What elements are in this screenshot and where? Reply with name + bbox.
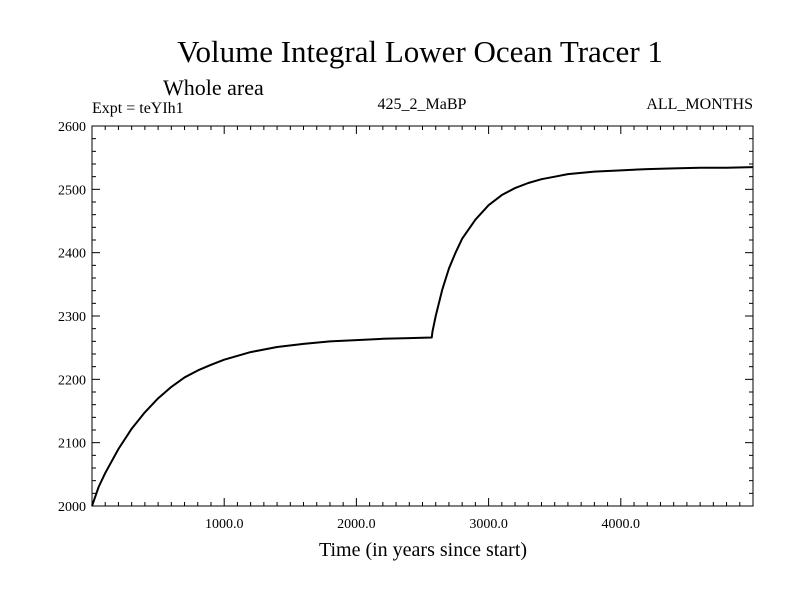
y-tick-label: 2000 <box>58 500 86 515</box>
series-line <box>91 166 754 507</box>
y-tick-label: 2500 <box>58 183 86 198</box>
months-label: ALL_MONTHS <box>646 96 753 113</box>
period-label: 425_2_MaBP <box>378 96 467 113</box>
y-tick-label: 2300 <box>58 310 86 325</box>
chart-title: Volume Integral Lower Ocean Tracer 1 <box>177 34 663 69</box>
x-tick-label: 3000.0 <box>469 517 508 532</box>
y-tick-label: 2600 <box>58 120 86 135</box>
x-axis-label: Time (in years since start) <box>319 539 527 561</box>
y-axis: 2000 2100 2200 2300 2400 2500 2600 <box>58 120 753 515</box>
y-tick-label: 2100 <box>58 437 86 452</box>
y-tick-label: 2400 <box>58 247 86 262</box>
y-tick-label: 2200 <box>58 373 86 388</box>
x-tick-label: 4000.0 <box>602 517 641 532</box>
chart-subtitle: Whole area <box>163 75 264 100</box>
plot-frame <box>91 125 754 507</box>
x-tick-label: 1000.0 <box>205 517 244 532</box>
x-tick-label: 2000.0 <box>337 517 376 532</box>
experiment-label: Expt = teYIh1 <box>92 100 184 117</box>
x-axis: 1000.0 2000.0 3000.0 4000.0 <box>104 126 741 532</box>
